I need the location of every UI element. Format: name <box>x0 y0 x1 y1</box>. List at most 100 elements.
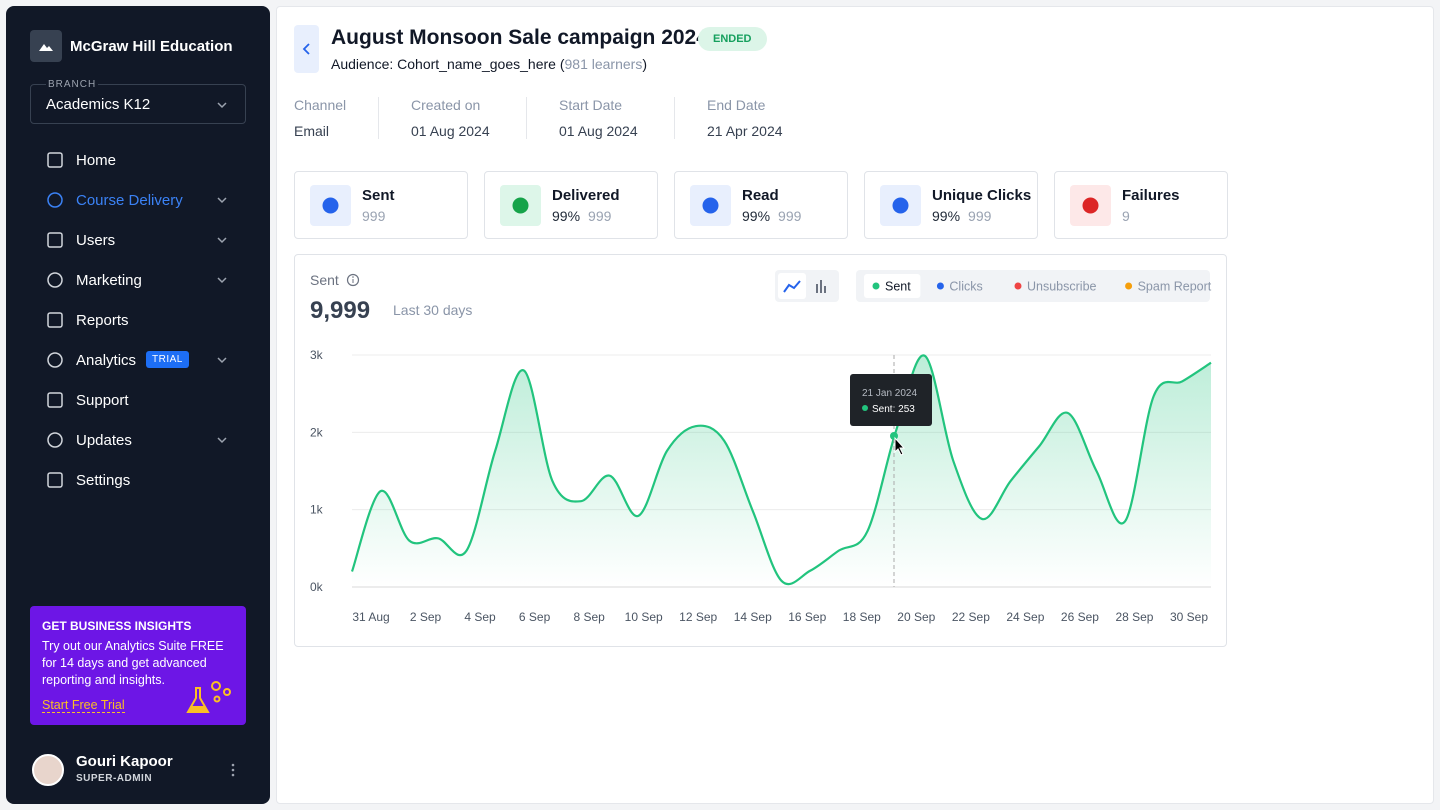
nav-item[interactable]: Updates <box>6 422 270 458</box>
stat-card: Read 99% 999 <box>674 171 848 239</box>
x-tick-label: 26 Sep <box>1061 610 1099 624</box>
stat-icon <box>500 185 541 226</box>
x-tick-label: 22 Sep <box>952 610 990 624</box>
nav-item[interactable]: Settings <box>6 462 270 498</box>
chevron <box>217 277 227 284</box>
chevron <box>217 237 227 244</box>
stat-icon <box>1070 185 1111 226</box>
stat-label: Failures <box>1122 187 1180 204</box>
nav-item[interactable]: Home <box>6 142 270 178</box>
tooltip-date: 21 Jan 2024 <box>862 388 917 399</box>
chart-total: 9,999 <box>310 297 370 324</box>
nav-icon <box>47 232 63 248</box>
audience: Audience: Cohort_name_goes_here (981 lea… <box>331 56 647 72</box>
back-button[interactable] <box>294 25 319 73</box>
x-tick-label: 6 Sep <box>519 610 551 624</box>
promo: GET BUSINESS INSIGHTS Try out our Analyt… <box>30 606 246 725</box>
stat-values: 99% 999 <box>742 208 801 224</box>
nav-icon <box>47 472 63 488</box>
y-tick-label: 2k <box>310 425 324 439</box>
chevron <box>217 437 227 444</box>
legend-active <box>864 274 921 298</box>
stat-card: Unique Clicks 99% 999 <box>864 171 1038 239</box>
stat-values: 999 <box>362 208 385 224</box>
x-tick-label: 2 Sep <box>410 610 442 624</box>
stat-label: Sent <box>362 187 395 204</box>
tooltip-dot <box>862 405 868 411</box>
x-tick-label: 10 Sep <box>625 610 663 624</box>
nav-icon <box>47 192 63 208</box>
legend-label: Unsubscribe <box>1027 280 1097 294</box>
x-tick-label: 20 Sep <box>897 610 935 624</box>
y-tick-label: 0k <box>310 580 324 594</box>
nav-item[interactable]: Analytics TRIAL <box>6 342 270 378</box>
stat-value: 999 <box>778 208 802 224</box>
avatar <box>32 754 64 786</box>
stat-card: Delivered 99% 999 <box>484 171 658 239</box>
legend-label: Sent <box>885 280 911 294</box>
stat-percent: 99% <box>742 208 771 224</box>
stat-value: 999 <box>588 208 612 224</box>
legend-dot <box>936 282 944 290</box>
stat-value: 9 <box>1122 208 1130 224</box>
x-tick-label: 12 Sep <box>679 610 717 624</box>
branch-label: BRANCH <box>46 79 99 90</box>
divider <box>674 97 675 139</box>
stat-icon <box>310 185 351 226</box>
stat-label: Unique Clicks <box>932 187 1032 204</box>
nav-label: Support <box>76 391 129 409</box>
branch-value: Academics K12 <box>46 96 151 113</box>
chart: Sent 9,999 Last 30 days Sent Clicks Unsubs… <box>310 270 1212 624</box>
x-tick-label: 8 Sep <box>573 610 605 624</box>
nav-item[interactable]: Marketing <box>6 262 270 298</box>
nav-badge: TRIAL <box>146 351 189 368</box>
nav-icon <box>47 272 63 288</box>
main-panel: August Monsoon Sale campaign 2024 ENDED … <box>276 6 1434 804</box>
bar-view-button[interactable] <box>816 280 826 293</box>
branch-select[interactable]: BRANCH Academics K12 <box>30 79 246 124</box>
x-tick-label: 24 Sep <box>1006 610 1044 624</box>
x-tick-label: 18 Sep <box>843 610 881 624</box>
stat-icon <box>690 185 731 226</box>
meta-value: Email <box>294 123 330 139</box>
audience-text: Audience: Cohort_name_goes_here ( <box>331 56 565 72</box>
cursor <box>894 436 906 456</box>
stat-values: 99% 999 <box>552 208 611 224</box>
promo-link[interactable]: Start Free Trial <box>42 698 125 713</box>
flask-icon <box>186 681 231 713</box>
stat-values: 9 <box>1122 208 1130 224</box>
area <box>352 355 1211 587</box>
stat-label: Read <box>742 187 779 204</box>
stat-values: 99% 999 <box>932 208 991 224</box>
nav-item[interactable]: Reports <box>6 302 270 338</box>
nav-label: Settings <box>76 471 131 489</box>
y-tick-label: 3k <box>310 348 324 362</box>
nav-icon <box>47 432 63 448</box>
x-tick-label: 4 Sep <box>464 610 496 624</box>
x-tick-label: 30 Sep <box>1170 610 1208 624</box>
nav-label: Reports <box>76 311 129 329</box>
divider <box>526 97 527 139</box>
stat-card: Sent 999 <box>294 171 468 239</box>
x-tick-label: 28 Sep <box>1115 610 1153 624</box>
meta-label: Created on <box>411 97 481 113</box>
chevron <box>217 197 227 204</box>
info-icon <box>346 273 360 287</box>
legend-dot <box>1014 282 1022 290</box>
nav-item[interactable]: Support <box>6 382 270 418</box>
stat-percent: 99% <box>932 208 961 224</box>
promo-text: Try out our Analytics Suite FREE for 14 … <box>42 639 224 687</box>
learners: 981 learners <box>564 56 643 72</box>
chevron <box>217 102 227 109</box>
stat-value: 999 <box>362 208 386 224</box>
more-button[interactable] <box>230 762 236 778</box>
nav-item[interactable]: Course Delivery <box>6 182 270 218</box>
nav-label: Course Delivery <box>76 191 183 209</box>
nav-icon <box>47 352 63 368</box>
nav-item[interactable]: Users <box>6 222 270 258</box>
campaign-title: August Monsoon Sale campaign 2024 <box>331 26 708 49</box>
y-tick-label: 1k <box>310 503 324 517</box>
chart-period: Last 30 days <box>393 302 472 318</box>
chart-title: Sent <box>310 272 339 288</box>
